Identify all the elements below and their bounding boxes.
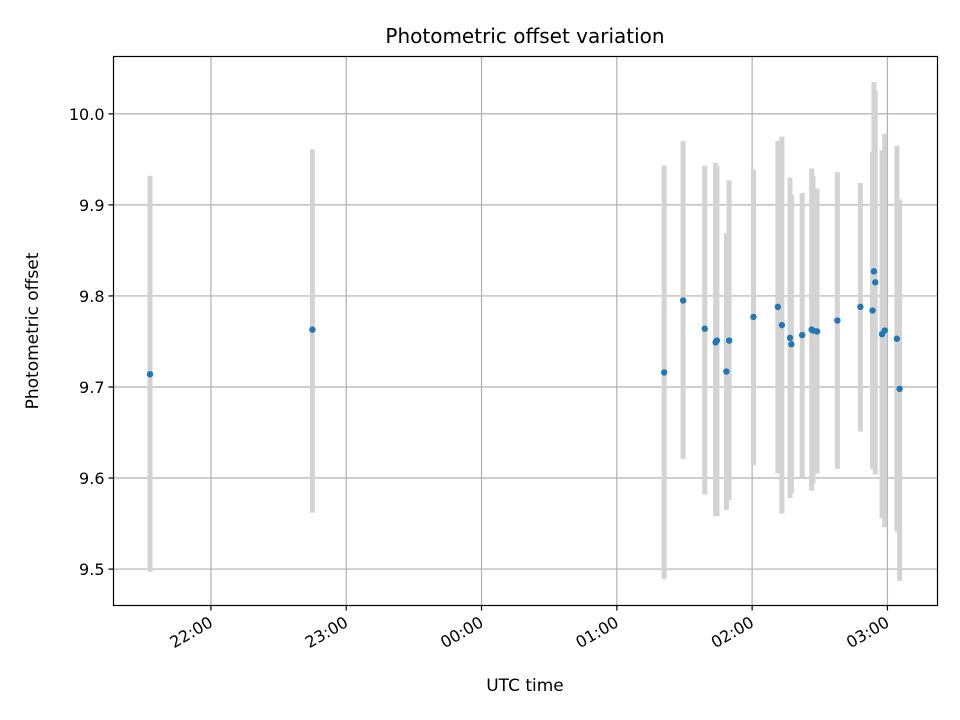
y-tick-label: 9.8 (79, 287, 104, 306)
data-point (774, 303, 782, 311)
data-point (881, 327, 888, 334)
data-point (713, 337, 721, 344)
data-point (813, 328, 821, 335)
data-point (870, 268, 878, 275)
data-point (309, 326, 316, 333)
y-axis-ticks: 9.5 9.6 9.7 9.8 9.9 10.0 (69, 105, 114, 579)
data-point (679, 297, 687, 304)
data-points (146, 268, 903, 393)
data-point (857, 303, 864, 311)
data-point (896, 385, 903, 393)
data-point (786, 334, 794, 342)
data-point (869, 307, 876, 314)
data-point (798, 331, 806, 339)
data-point (660, 369, 668, 376)
plot-frame (112, 55, 939, 607)
data-point (750, 313, 757, 321)
x-axis-label: UTC time (486, 676, 564, 696)
chart-title: Photometric offset variation (385, 24, 664, 48)
data-point (788, 341, 795, 348)
data-point (834, 317, 841, 324)
data-point (725, 337, 733, 344)
data-point (893, 335, 901, 342)
y-tick-label: 9.6 (79, 469, 104, 488)
y-tick-label: 9.9 (79, 196, 104, 215)
data-point (872, 279, 879, 286)
y-tick-label: 9.5 (79, 560, 104, 579)
y-axis-label: Photometric offset (23, 252, 43, 409)
data-point (723, 368, 730, 375)
y-tick-label: 9.7 (79, 378, 104, 397)
data-point (146, 371, 154, 378)
y-tick-label: 10.0 (69, 105, 105, 124)
data-point (778, 321, 786, 329)
data-point (701, 325, 708, 332)
